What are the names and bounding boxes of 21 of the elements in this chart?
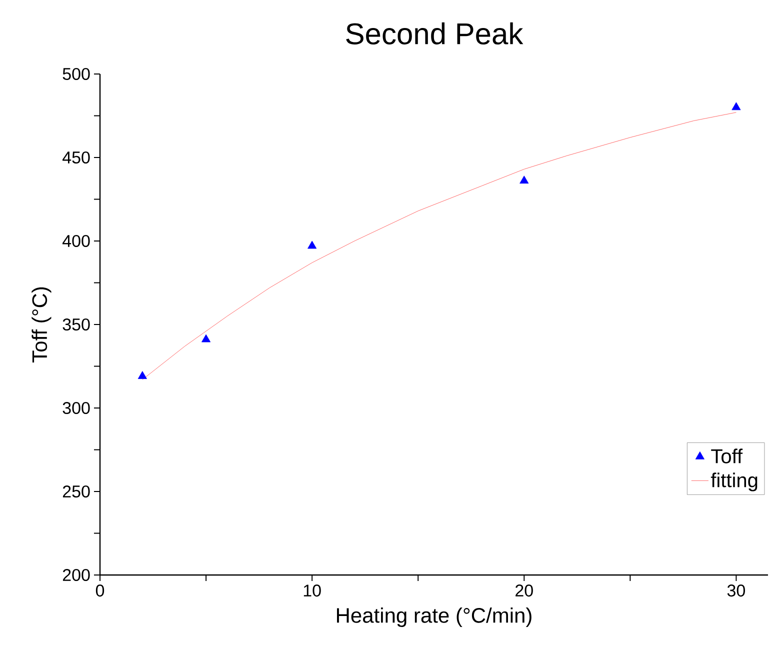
y-tick-label: 500 [62,68,90,80]
y-tick-label: 450 [62,151,90,164]
point [732,102,741,110]
point [520,176,529,184]
point [308,240,317,249]
x-tick-label: 0 [96,584,104,597]
point [202,334,211,342]
y-tick-label: 300 [62,402,90,414]
x-tick-label: 10 [304,584,321,597]
legend-label: fitting [710,472,758,492]
point [138,371,147,379]
y-axis-title: Toff (°C) [32,287,52,362]
y-tick-label: 250 [62,485,90,498]
legend-label: Toff [711,448,743,464]
x-tick-label: 30 [727,584,745,597]
y-tick-label: 400 [62,234,90,248]
y-tick-label: 350 [62,318,90,331]
x-tick-label: 20 [516,584,533,597]
x-axis-title: Heating rate (°C/min) [337,607,532,628]
y-tick-label: 200 [62,568,90,582]
chart-title: Second Peak [346,22,524,44]
